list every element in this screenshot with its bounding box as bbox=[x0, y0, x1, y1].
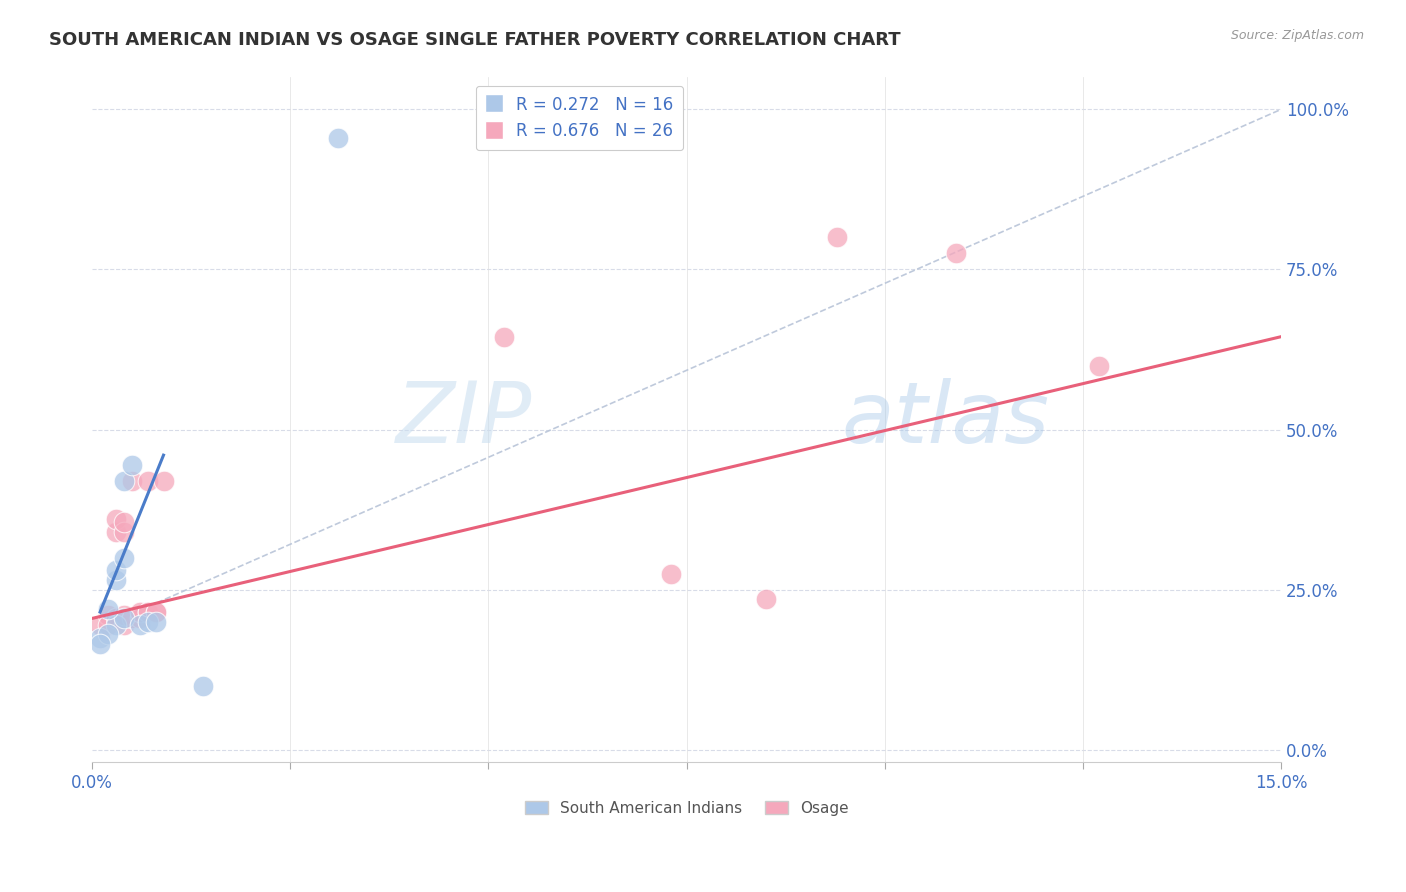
Point bbox=[152, 474, 174, 488]
Point bbox=[825, 230, 848, 244]
Point bbox=[104, 573, 127, 587]
Text: ZIP: ZIP bbox=[395, 378, 531, 461]
Point bbox=[112, 516, 135, 530]
Point bbox=[112, 611, 135, 625]
Point bbox=[89, 637, 111, 651]
Text: Source: ZipAtlas.com: Source: ZipAtlas.com bbox=[1230, 29, 1364, 42]
Point bbox=[112, 550, 135, 565]
Point bbox=[326, 131, 349, 145]
Legend: South American Indians, Osage: South American Indians, Osage bbox=[517, 793, 856, 823]
Point bbox=[128, 611, 150, 625]
Point bbox=[104, 512, 127, 526]
Point bbox=[89, 617, 111, 632]
Point bbox=[97, 627, 120, 641]
Point bbox=[945, 246, 967, 260]
Point bbox=[659, 566, 682, 581]
Point bbox=[128, 605, 150, 619]
Point bbox=[1087, 359, 1109, 373]
Point bbox=[191, 679, 214, 693]
Point bbox=[136, 605, 159, 619]
Point bbox=[121, 611, 143, 625]
Text: SOUTH AMERICAN INDIAN VS OSAGE SINGLE FATHER POVERTY CORRELATION CHART: SOUTH AMERICAN INDIAN VS OSAGE SINGLE FA… bbox=[49, 31, 901, 49]
Point bbox=[121, 474, 143, 488]
Point bbox=[145, 605, 167, 619]
Point bbox=[112, 524, 135, 539]
Point bbox=[104, 617, 127, 632]
Point bbox=[145, 615, 167, 629]
Point bbox=[136, 474, 159, 488]
Point bbox=[121, 458, 143, 472]
Point bbox=[97, 602, 120, 616]
Point bbox=[128, 617, 150, 632]
Point bbox=[97, 608, 120, 623]
Point bbox=[112, 474, 135, 488]
Point bbox=[97, 617, 120, 632]
Point bbox=[89, 631, 111, 645]
Point bbox=[755, 592, 778, 607]
Point bbox=[494, 329, 516, 343]
Point bbox=[136, 615, 159, 629]
Point bbox=[104, 524, 127, 539]
Text: atlas: atlas bbox=[841, 378, 1049, 461]
Point bbox=[112, 608, 135, 623]
Point bbox=[136, 605, 159, 619]
Point bbox=[145, 605, 167, 619]
Point bbox=[112, 617, 135, 632]
Point bbox=[104, 563, 127, 577]
Point bbox=[104, 611, 127, 625]
